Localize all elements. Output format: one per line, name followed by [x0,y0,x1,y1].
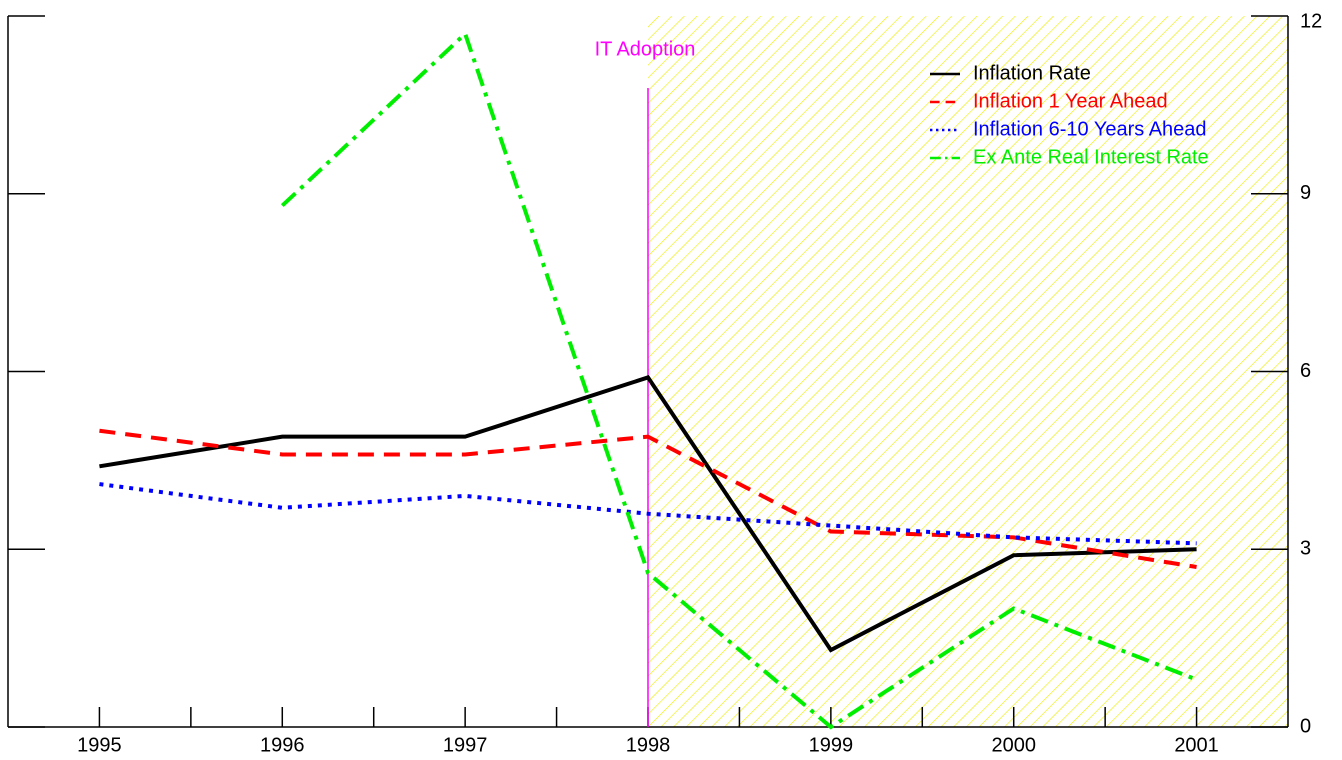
y-tick-label: 9 [1300,182,1311,204]
x-tick-label: 1998 [626,734,671,756]
x-tick-label: 2000 [991,734,1036,756]
x-tick-label: 1995 [77,734,122,756]
legend-label: Inflation 6-10 Years Ahead [973,118,1207,140]
legend-label: Ex Ante Real Interest Rate [973,146,1209,168]
legend-label: Inflation 1 Year Ahead [973,90,1168,112]
y-tick-label: 12 [1300,10,1322,32]
series-line [280,30,1198,730]
y-tick-label: 6 [1300,360,1311,382]
series-line [99,428,1197,569]
x-tick-label: 1999 [809,734,854,756]
series-line [99,375,1197,653]
series-line [99,482,1197,546]
y-tick-label: 3 [1300,538,1311,560]
x-tick-label: 1996 [260,734,305,756]
x-tick-label: 1997 [443,734,488,756]
shaded-region [648,16,1288,727]
x-tick-label: 2001 [1174,734,1219,756]
legend-label: Inflation Rate [973,62,1091,84]
y-tick-label: 0 [1300,715,1311,737]
annotation-label: IT Adoption [595,38,696,60]
